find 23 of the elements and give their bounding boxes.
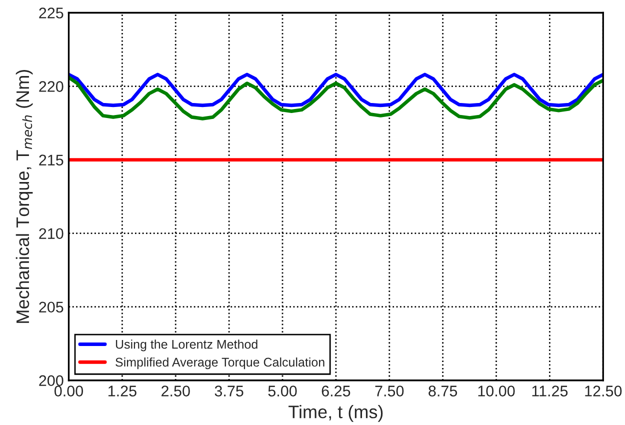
x-tick-label: 8.75 — [428, 386, 458, 396]
x-axis-title: Time, t (ms) — [288, 405, 383, 422]
legend-label: Simplified Average Torque Calculation — [116, 357, 324, 370]
x-tick-label: 6.25 — [322, 386, 350, 396]
y-tick-label: 220 — [39, 81, 64, 92]
x-tick-label: 3.75 — [214, 386, 244, 396]
x-tick-label: 5.00 — [268, 386, 297, 396]
x-tick-label: 7.50 — [375, 386, 404, 396]
line-series — [68, 76, 604, 120]
x-tick-label: 10.00 — [478, 386, 515, 396]
legend-label: Using the Lorentz Method — [116, 340, 258, 352]
x-tick-label: 1.25 — [108, 386, 136, 396]
x-tick-label: 0.00 — [54, 386, 84, 396]
y-tick-label: 200 — [39, 375, 64, 386]
y-tick-label: 210 — [39, 228, 64, 240]
y-axis-title: Mechanical Torque, T$_{mech}$ (Nm) — [16, 70, 33, 323]
y-tick-label: 205 — [39, 302, 64, 313]
y-tick-label: 215 — [39, 154, 64, 166]
x-tick-label: 2.50 — [162, 386, 190, 396]
y-tick-label: 225 — [39, 8, 64, 18]
x-tick-label: 11.25 — [532, 386, 568, 396]
line-series — [68, 72, 604, 108]
x-tick-label: 12.50 — [585, 386, 622, 396]
